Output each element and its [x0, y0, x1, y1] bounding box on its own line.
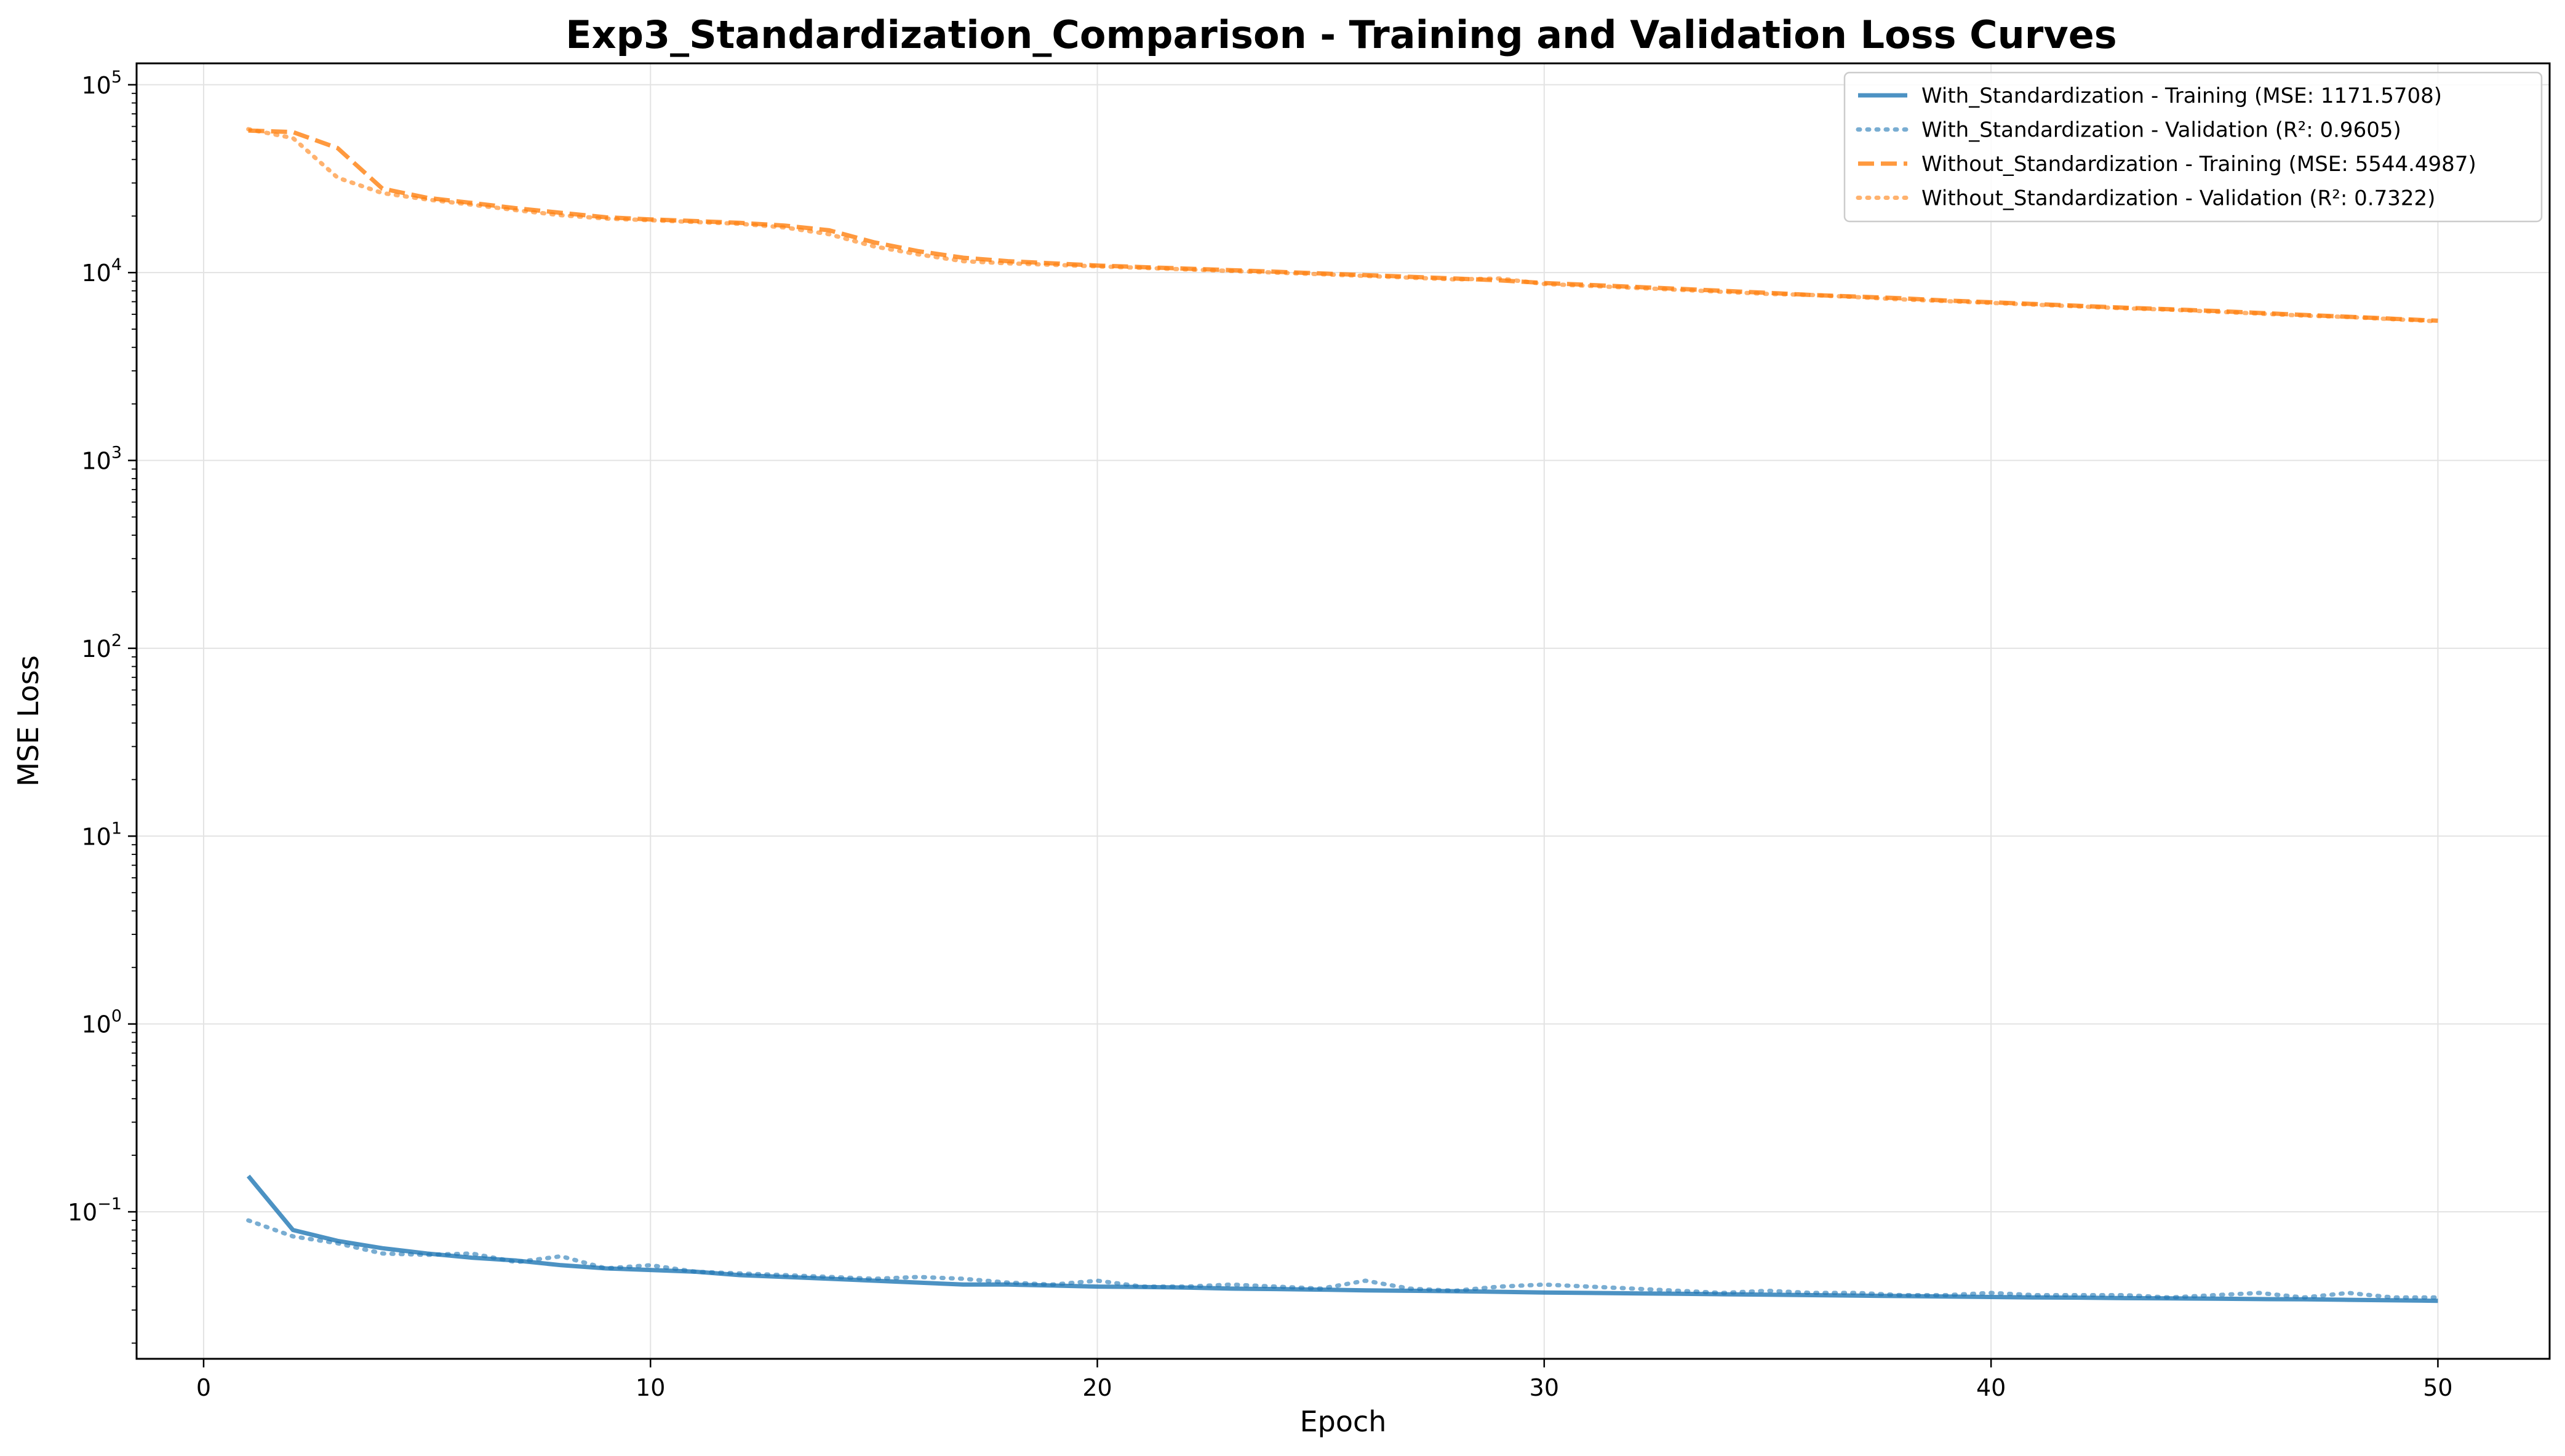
legend: With_Standardization - Training (MSE: 11… [1843, 71, 2543, 223]
y-tick-label: 101 [81, 819, 122, 850]
y-tick-label: 105 [81, 68, 122, 99]
y-tick-label: 10−1 [68, 1195, 122, 1226]
x-tick-label: 10 [636, 1374, 665, 1401]
x-axis-ticks: 0 10 20 30 40 50 [196, 1359, 2453, 1401]
y-tick-label: 103 [81, 444, 122, 475]
legend-label: With_Standardization - Validation (R²: 0… [1921, 118, 2401, 143]
legend-label: With_Standardization - Training (MSE: 11… [1921, 84, 2442, 108]
y-tick-label: 102 [81, 631, 122, 662]
legend-label: Without_Standardization - Validation (R²… [1921, 186, 2435, 211]
x-axis-label: Epoch [1300, 1405, 1387, 1438]
legend-box [1843, 71, 2543, 223]
plot-frame [135, 62, 2551, 1360]
x-tick-label: 40 [1976, 1374, 2006, 1401]
legend-label: Without_Standardization - Training (MSE:… [1921, 152, 2476, 177]
y-axis-label: MSE Loss [12, 655, 45, 786]
x-tick-label: 50 [2423, 1374, 2452, 1401]
grid-lines [137, 63, 2550, 1359]
series-line-1 [246, 1174, 2438, 1303]
y-axis-ticks: 10−1 100 101 102 103 104 105 [68, 68, 137, 1344]
chart-title: Exp3_Standardization_Comparison - Traini… [565, 12, 2116, 57]
y-tick-label: 100 [81, 1007, 122, 1038]
series-line-4 [246, 127, 2440, 324]
x-tick-label: 0 [196, 1374, 211, 1401]
y-tick-label: 104 [81, 255, 122, 287]
series-lines [246, 127, 2440, 1303]
x-tick-label: 30 [1530, 1374, 1559, 1401]
x-tick-label: 20 [1082, 1374, 1112, 1401]
series-line-2 [246, 1218, 2440, 1300]
